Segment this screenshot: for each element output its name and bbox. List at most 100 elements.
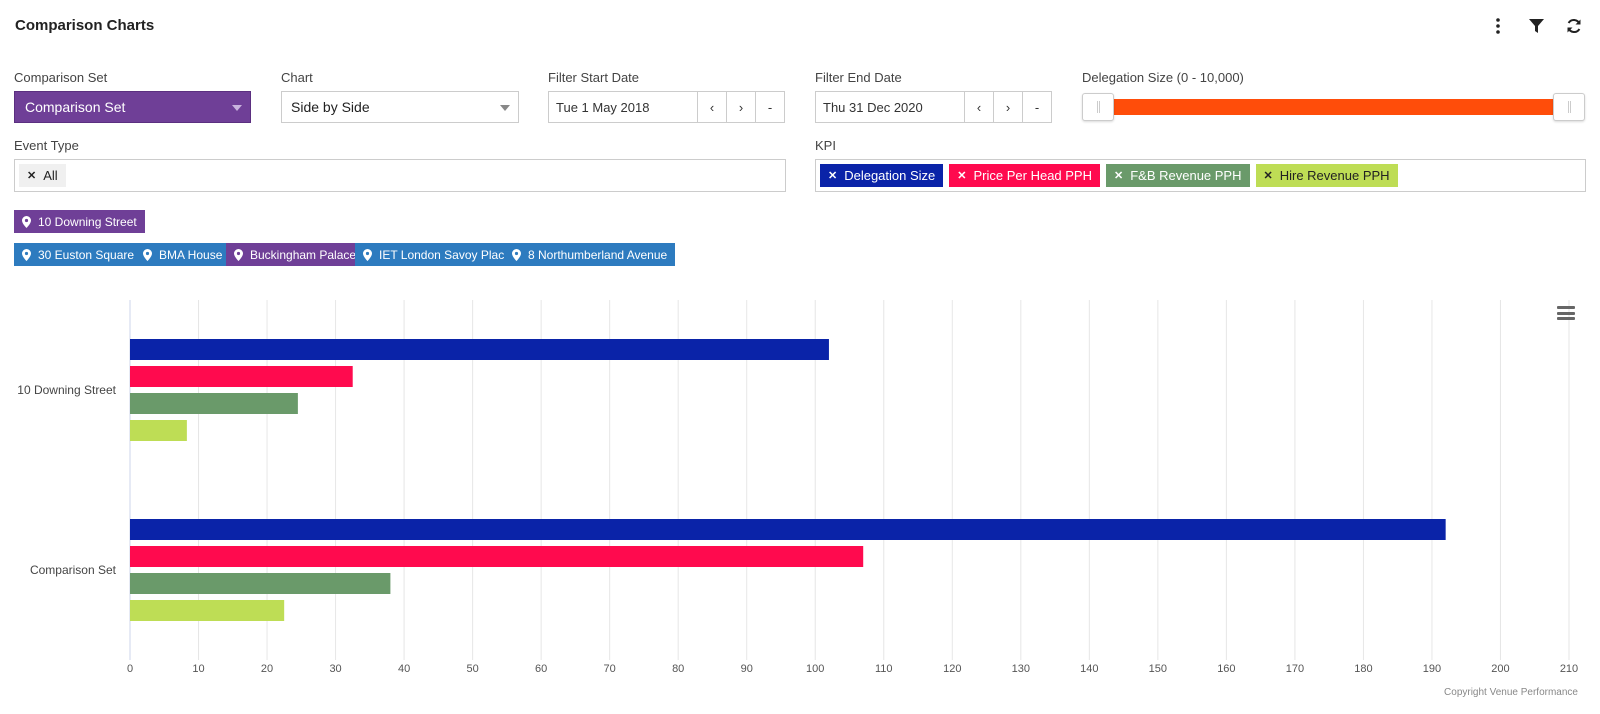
x-tick-label: 20 <box>261 663 273 675</box>
end-date-input[interactable]: Thu 31 Dec 2020 <box>823 99 923 115</box>
bar[interactable] <box>130 393 298 414</box>
delegation-size-label: Delegation Size (0 - 10,000) <box>1082 70 1244 85</box>
end-date-clear-button[interactable]: - <box>1022 92 1051 122</box>
kpi-tag-label: Delegation Size <box>844 168 936 183</box>
start-date-prev-button[interactable]: ‹ <box>697 92 726 122</box>
bar[interactable] <box>130 519 1446 540</box>
comparison-set-label: Comparison Set <box>14 70 108 85</box>
comparison-bar-chart: 0 10 20 30 40 50 60 70 80 90 100 110 120 130 140 150 160… <box>17 300 1578 675</box>
kpi-label: KPI <box>815 138 836 153</box>
start-date-clear-button[interactable]: - <box>755 92 784 122</box>
event-type-label: Event Type <box>14 138 79 153</box>
x-tick-label: 140 <box>1080 663 1098 675</box>
venue-chip[interactable]: 8 Northumberland Avenue <box>504 243 676 266</box>
end-date-label: Filter End Date <box>815 70 902 85</box>
event-type-tag-label: All <box>43 168 58 183</box>
delegation-size-max-handle[interactable] <box>1553 93 1585 121</box>
map-pin-icon <box>512 248 521 261</box>
venue-chip-label: 8 Northumberland Avenue <box>528 247 668 262</box>
close-icon[interactable]: ✕ <box>1263 170 1273 182</box>
venue-chip[interactable]: IET London Savoy Place <box>355 243 519 266</box>
x-tick-label: 70 <box>604 663 616 675</box>
start-date-input[interactable]: Tue 1 May 2018 <box>556 99 650 115</box>
event-type-input[interactable]: ✕ All <box>14 159 786 192</box>
x-tick-label: 30 <box>329 663 341 675</box>
end-date-next-button[interactable]: › <box>993 92 1022 122</box>
map-pin-icon <box>234 248 243 261</box>
copyright-text: Copyright Venue Performance <box>1444 687 1578 698</box>
close-icon[interactable]: ✕ <box>828 170 838 182</box>
kpi-tag-fb-revenue[interactable]: ✕ F&B Revenue PPH <box>1106 164 1250 187</box>
venue-chip-label: 10 Downing Street <box>38 214 137 229</box>
x-tick-label: 170 <box>1286 663 1304 675</box>
x-tick-label: 40 <box>398 663 410 675</box>
map-pin-icon <box>143 248 152 261</box>
x-tick-label: 10 <box>192 663 204 675</box>
refresh-icon[interactable] <box>1558 14 1590 38</box>
bar[interactable] <box>130 366 353 387</box>
x-tick-label: 50 <box>466 663 478 675</box>
map-pin-icon <box>363 248 372 261</box>
x-tick-label: 160 <box>1217 663 1235 675</box>
kpi-input[interactable]: ✕ Delegation Size ✕ Price Per Head PPH ✕… <box>815 159 1586 192</box>
start-date-picker: Tue 1 May 2018 ‹ › - <box>548 91 785 123</box>
x-tick-label: 60 <box>535 663 547 675</box>
kpi-tag-label: F&B Revenue PPH <box>1130 168 1242 183</box>
grip-icon <box>1096 101 1100 113</box>
x-tick-label: 130 <box>1012 663 1030 675</box>
venue-chip[interactable]: 30 Euston Square <box>14 243 143 266</box>
close-icon[interactable]: ✕ <box>27 170 37 182</box>
bar[interactable] <box>130 573 391 594</box>
x-tick-label: 100 <box>806 663 824 675</box>
comparison-set-value: Comparison Set <box>25 99 126 115</box>
map-pin-icon <box>22 215 31 228</box>
end-date-prev-button[interactable]: ‹ <box>964 92 993 122</box>
grip-icon <box>1567 101 1571 113</box>
venue-chip-label: Buckingham Palace <box>250 247 357 262</box>
more-options-icon[interactable] <box>1482 14 1514 38</box>
header-actions <box>1482 14 1590 38</box>
x-tick-label: 190 <box>1423 663 1441 675</box>
kpi-tag-delegation-size[interactable]: ✕ Delegation Size <box>820 164 944 187</box>
x-tick-label: 150 <box>1149 663 1167 675</box>
x-tick-label: 110 <box>875 663 893 675</box>
venue-chip-label: IET London Savoy Place <box>379 247 511 262</box>
bar[interactable] <box>130 600 285 621</box>
category-label: 10 Downing Street <box>17 383 116 397</box>
venue-chip-primary[interactable]: 10 Downing Street <box>14 210 145 233</box>
comparison-set-select[interactable]: Comparison Set <box>14 91 251 123</box>
close-icon[interactable]: ✕ <box>1114 170 1124 182</box>
x-tick-label: 0 <box>127 663 133 675</box>
venue-chip[interactable]: BMA House <box>135 243 231 266</box>
bar[interactable] <box>130 546 864 567</box>
kpi-tag-label: Price Per Head PPH <box>973 168 1093 183</box>
start-date-next-button[interactable]: › <box>726 92 755 122</box>
x-tick-label: 180 <box>1354 663 1372 675</box>
chart-menu-icon[interactable] <box>1556 305 1576 321</box>
x-tick-label: 80 <box>672 663 684 675</box>
bar[interactable] <box>130 339 829 360</box>
x-tick-label: 90 <box>741 663 753 675</box>
chevron-down-icon <box>232 105 242 111</box>
x-tick-label: 120 <box>943 663 961 675</box>
chart-label: Chart <box>281 70 313 85</box>
x-tick-label: 200 <box>1491 663 1509 675</box>
x-tick-label: 210 <box>1560 663 1578 675</box>
bar[interactable] <box>130 420 187 441</box>
delegation-size-min-handle[interactable] <box>1082 93 1114 121</box>
event-type-tag[interactable]: ✕ All <box>19 164 66 187</box>
chart-select[interactable]: Side by Side <box>281 91 519 123</box>
delegation-size-slider-track[interactable] <box>1085 99 1570 115</box>
venue-chip-label: 30 Euston Square <box>38 247 135 262</box>
chart-category-labels: 10 Downing Street Comparison Set <box>17 383 116 577</box>
venue-chip[interactable]: Buckingham Palace <box>226 243 365 266</box>
kpi-tag-hire-revenue[interactable]: ✕ Hire Revenue PPH <box>1255 164 1398 187</box>
filter-icon[interactable] <box>1520 14 1552 38</box>
category-label: Comparison Set <box>30 563 117 577</box>
kpi-tag-label: Hire Revenue PPH <box>1279 168 1390 183</box>
chevron-down-icon <box>500 105 510 111</box>
kpi-tag-price-per-head[interactable]: ✕ Price Per Head PPH <box>949 164 1100 187</box>
chart-x-ticks: 0 10 20 30 40 50 60 70 80 90 100 110 120 130 140 150 160… <box>127 663 1578 675</box>
chart-value: Side by Side <box>291 99 370 115</box>
close-icon[interactable]: ✕ <box>957 170 967 182</box>
